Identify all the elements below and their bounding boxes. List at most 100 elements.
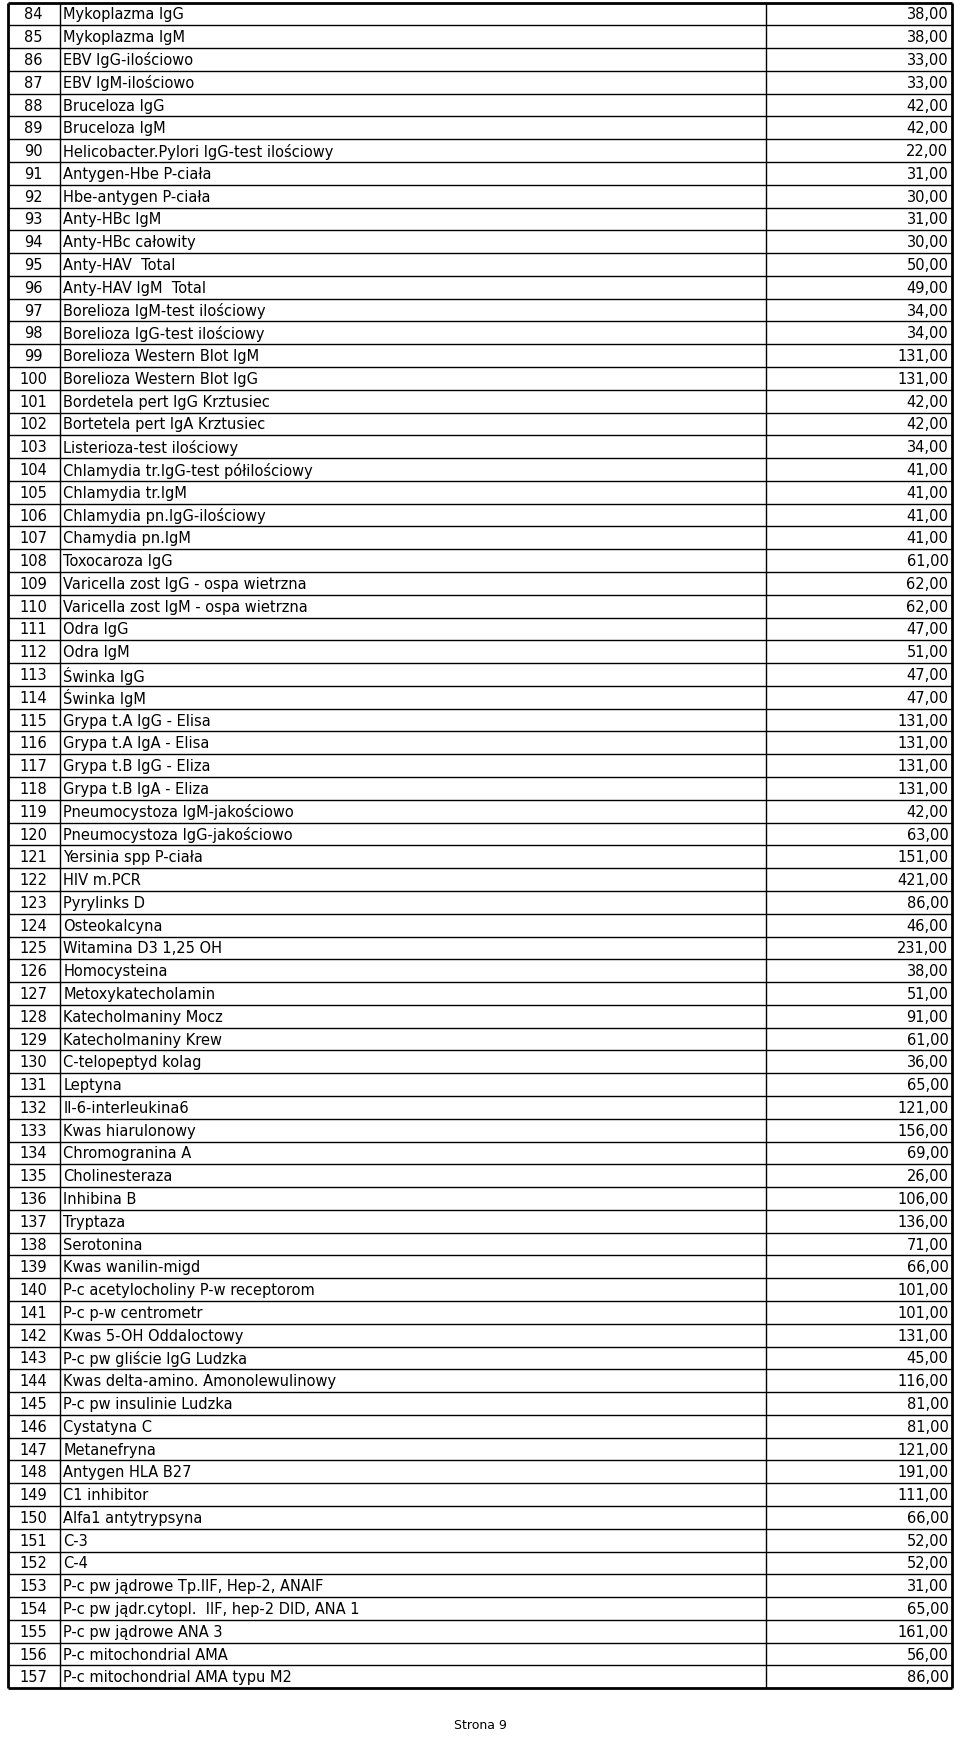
Text: 113: 113 <box>20 667 47 683</box>
Text: 96: 96 <box>24 281 43 295</box>
Text: 51,00: 51,00 <box>906 986 948 1002</box>
Text: 101,00: 101,00 <box>898 1283 948 1297</box>
Text: 121,00: 121,00 <box>898 1100 948 1114</box>
Text: 139: 139 <box>20 1260 47 1274</box>
Text: Bordetela pert IgG Krztusiec: Bordetela pert IgG Krztusiec <box>63 395 271 409</box>
Text: 42,00: 42,00 <box>906 418 948 432</box>
Text: 62,00: 62,00 <box>906 577 948 591</box>
Text: 120: 120 <box>19 827 48 842</box>
Text: Kwas delta-amino. Amonolewulinowy: Kwas delta-amino. Amonolewulinowy <box>63 1374 337 1388</box>
Text: 156,00: 156,00 <box>898 1123 948 1137</box>
Text: 85: 85 <box>24 30 43 46</box>
Text: Chamydia pn.IgM: Chamydia pn.IgM <box>63 532 191 546</box>
Text: 127: 127 <box>19 986 48 1002</box>
Text: 145: 145 <box>20 1397 48 1411</box>
Text: Chlamydia tr.IgG-test półilościowy: Chlamydia tr.IgG-test półilościowy <box>63 462 313 479</box>
Text: 114: 114 <box>20 690 48 706</box>
Text: Grypa t.A IgA - Elisa: Grypa t.A IgA - Elisa <box>63 735 210 751</box>
Text: 56,00: 56,00 <box>906 1646 948 1662</box>
Text: 34,00: 34,00 <box>907 326 948 340</box>
Text: 46,00: 46,00 <box>906 918 948 934</box>
Text: Anty-HBc IgM: Anty-HBc IgM <box>63 212 161 228</box>
Text: 121,00: 121,00 <box>898 1443 948 1457</box>
Text: 30,00: 30,00 <box>906 190 948 205</box>
Text: EBV IgG-ilościowo: EBV IgG-ilościowo <box>63 53 194 68</box>
Text: Borelioza Western Blot IgM: Borelioza Western Blot IgM <box>63 349 259 363</box>
Text: EBV IgM-ilościowo: EBV IgM-ilościowo <box>63 75 195 91</box>
Text: 146: 146 <box>20 1420 48 1434</box>
Text: 152: 152 <box>20 1555 48 1571</box>
Text: 157: 157 <box>20 1669 48 1685</box>
Text: 118: 118 <box>20 781 48 797</box>
Text: 116,00: 116,00 <box>898 1374 948 1388</box>
Text: Metanefryna: Metanefryna <box>63 1443 156 1457</box>
Text: Helicobacter.Pylori IgG-test ilościowy: Helicobacter.Pylori IgG-test ilościowy <box>63 144 334 160</box>
Text: 66,00: 66,00 <box>906 1509 948 1525</box>
Text: Anty-HAV IgM  Total: Anty-HAV IgM Total <box>63 281 206 295</box>
Text: 129: 129 <box>20 1032 48 1048</box>
Text: Alfa1 antytrypsyna: Alfa1 antytrypsyna <box>63 1509 203 1525</box>
Text: 115: 115 <box>20 713 48 728</box>
Text: Antygen-Hbe P-ciała: Antygen-Hbe P-ciała <box>63 167 212 183</box>
Text: 42,00: 42,00 <box>906 395 948 409</box>
Text: 125: 125 <box>20 941 48 956</box>
Text: Hbe-antygen P-ciała: Hbe-antygen P-ciała <box>63 190 211 205</box>
Text: 41,00: 41,00 <box>906 532 948 546</box>
Text: 136,00: 136,00 <box>898 1214 948 1228</box>
Text: 36,00: 36,00 <box>907 1055 948 1071</box>
Text: 22,00: 22,00 <box>906 144 948 160</box>
Text: 61,00: 61,00 <box>906 555 948 569</box>
Text: 134: 134 <box>20 1146 47 1160</box>
Text: P-c mitochondrial AMA: P-c mitochondrial AMA <box>63 1646 228 1662</box>
Text: 147: 147 <box>20 1443 48 1457</box>
Text: 161,00: 161,00 <box>898 1623 948 1639</box>
Text: 133: 133 <box>20 1123 47 1137</box>
Text: Grypa t.B IgA - Eliza: Grypa t.B IgA - Eliza <box>63 781 209 797</box>
Text: 71,00: 71,00 <box>906 1237 948 1251</box>
Text: 107: 107 <box>19 532 48 546</box>
Text: P-c mitochondrial AMA typu M2: P-c mitochondrial AMA typu M2 <box>63 1669 293 1685</box>
Text: 123: 123 <box>20 895 48 911</box>
Text: Witamina D3 1,25 OH: Witamina D3 1,25 OH <box>63 941 223 956</box>
Text: Cholinesteraza: Cholinesteraza <box>63 1169 173 1183</box>
Text: Pneumocystoza IgM-jakościowo: Pneumocystoza IgM-jakościowo <box>63 804 294 820</box>
Text: 121: 121 <box>20 849 48 865</box>
Text: Chlamydia tr.IgM: Chlamydia tr.IgM <box>63 486 187 500</box>
Text: 106: 106 <box>20 509 48 523</box>
Text: 88: 88 <box>24 98 43 114</box>
Text: 61,00: 61,00 <box>906 1032 948 1048</box>
Text: 90: 90 <box>24 144 43 160</box>
Text: 86,00: 86,00 <box>906 895 948 911</box>
Text: 117: 117 <box>20 758 48 774</box>
Text: Pneumocystoza IgG-jakościowo: Pneumocystoza IgG-jakościowo <box>63 827 293 842</box>
Text: Grypa t.A IgG - Elisa: Grypa t.A IgG - Elisa <box>63 713 211 728</box>
Text: 99: 99 <box>24 349 43 363</box>
Text: HIV m.PCR: HIV m.PCR <box>63 872 141 888</box>
Text: Toxocaroza IgG: Toxocaroza IgG <box>63 555 173 569</box>
Text: C1 inhibitor: C1 inhibitor <box>63 1486 149 1502</box>
Text: 38,00: 38,00 <box>907 963 948 979</box>
Text: Yersinia spp P-ciała: Yersinia spp P-ciała <box>63 849 204 865</box>
Text: Kwas wanilin-migd: Kwas wanilin-migd <box>63 1260 201 1274</box>
Text: Bortetela pert IgA Krztusiec: Bortetela pert IgA Krztusiec <box>63 418 266 432</box>
Text: 41,00: 41,00 <box>906 486 948 500</box>
Text: Varicella zost IgG - ospa wietrzna: Varicella zost IgG - ospa wietrzna <box>63 577 307 591</box>
Text: 52,00: 52,00 <box>906 1555 948 1571</box>
Text: 156: 156 <box>20 1646 48 1662</box>
Text: 93: 93 <box>24 212 43 228</box>
Text: C-4: C-4 <box>63 1555 88 1571</box>
Text: Listerioza-test ilościowy: Listerioza-test ilościowy <box>63 439 239 456</box>
Text: Kwas 5-OH Oddaloctowy: Kwas 5-OH Oddaloctowy <box>63 1329 244 1343</box>
Text: 34,00: 34,00 <box>907 304 948 318</box>
Text: 154: 154 <box>20 1601 48 1616</box>
Text: 86,00: 86,00 <box>906 1669 948 1685</box>
Text: P-c acetylocholiny P-w receptorom: P-c acetylocholiny P-w receptorom <box>63 1283 315 1297</box>
Text: Leptyna: Leptyna <box>63 1078 122 1092</box>
Text: Cystatyna C: Cystatyna C <box>63 1420 153 1434</box>
Text: Tryptaza: Tryptaza <box>63 1214 126 1228</box>
Text: 150: 150 <box>20 1509 48 1525</box>
Text: 132: 132 <box>20 1100 48 1114</box>
Text: Mykoplazma IgG: Mykoplazma IgG <box>63 7 184 23</box>
Text: Katecholmaniny Mocz: Katecholmaniny Mocz <box>63 1009 224 1025</box>
Text: 87: 87 <box>24 75 43 91</box>
